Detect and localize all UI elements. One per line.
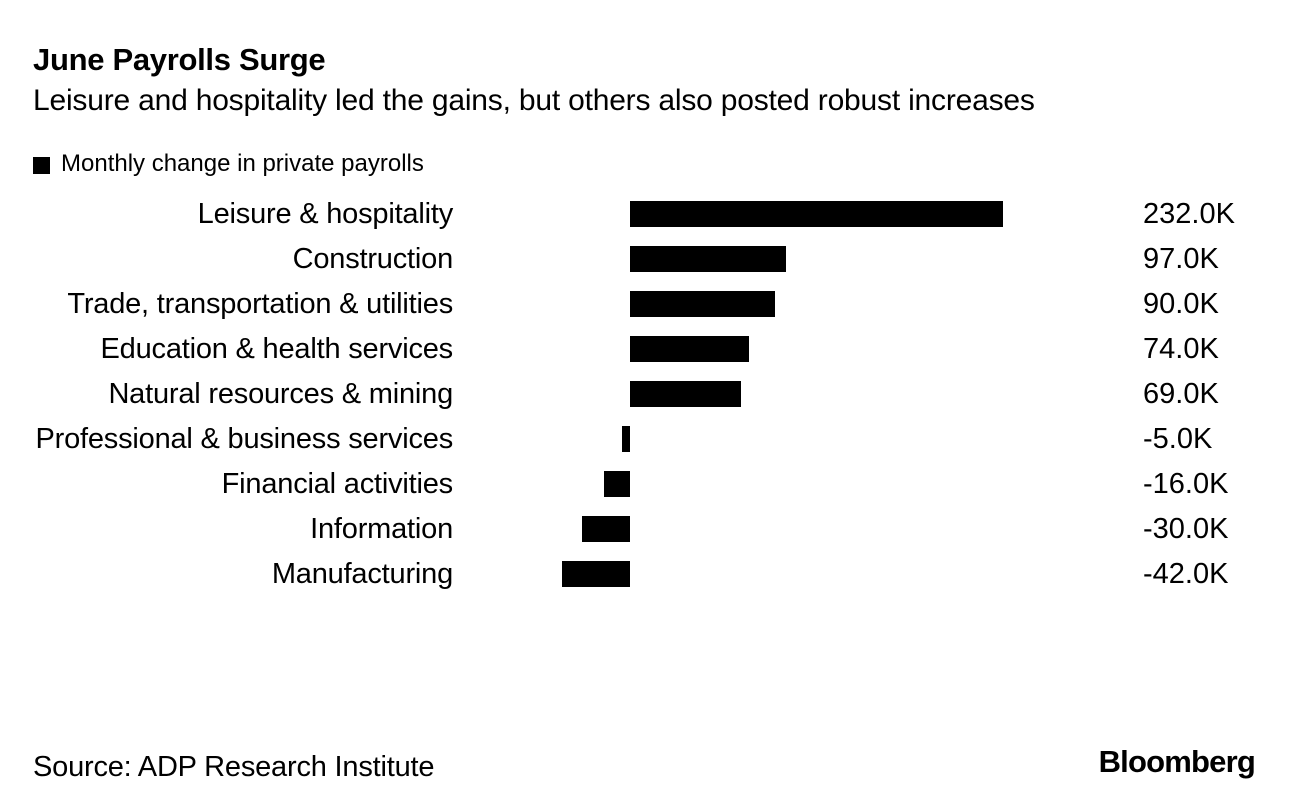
chart-subtitle: Leisure and hospitality led the gains, b… — [33, 84, 1035, 117]
value-label: 74.0K — [1143, 333, 1219, 365]
bar — [630, 291, 775, 317]
category-label: Professional & business services — [35, 423, 453, 455]
bar-row: Financial activities -16.0K — [33, 462, 1259, 507]
bar — [630, 336, 749, 362]
bar-row: Construction 97.0K — [33, 237, 1259, 282]
bar-row: Natural resources & mining 69.0K — [33, 372, 1259, 417]
value-label: 90.0K — [1143, 288, 1219, 320]
bar — [621, 426, 630, 452]
chart-title: June Payrolls Surge — [33, 42, 326, 77]
bar — [604, 471, 630, 497]
bar-row: Trade, transportation & utilities 90.0K — [33, 282, 1259, 327]
value-label: -5.0K — [1143, 423, 1213, 455]
category-label: Manufacturing — [271, 558, 453, 590]
bar — [630, 201, 1003, 227]
value-label: -30.0K — [1143, 513, 1229, 545]
bloomberg-logo: Bloomberg — [1098, 744, 1256, 779]
bar-row: Leisure & hospitality 232.0K — [33, 192, 1259, 237]
value-label: -42.0K — [1143, 558, 1229, 590]
bar-row: Education & health services 74.0K — [33, 327, 1259, 372]
value-label: 69.0K — [1143, 378, 1219, 410]
bar — [581, 516, 630, 542]
bar — [630, 381, 741, 407]
bar-row: Information -30.0K — [33, 507, 1259, 552]
category-label: Natural resources & mining — [108, 378, 453, 410]
bar-chart: Leisure & hospitality 232.0K Construction 9… — [33, 192, 1259, 597]
bar-row: Professional & business services -5.0K — [33, 417, 1259, 462]
category-label: Financial activities — [221, 468, 454, 500]
value-label: -16.0K — [1143, 468, 1229, 500]
legend-label: Monthly change in private payrolls — [61, 150, 424, 177]
category-label: Leisure & hospitality — [197, 198, 454, 230]
legend: Monthly change in private payrolls — [33, 150, 424, 178]
legend-swatch-icon — [33, 156, 50, 174]
bar-row: Manufacturing -42.0K — [33, 552, 1259, 597]
bar — [562, 561, 630, 587]
category-label: Education & health services — [100, 333, 454, 365]
bar — [630, 246, 786, 272]
value-label: 97.0K — [1143, 243, 1219, 275]
category-label: Trade, transportation & utilities — [67, 288, 453, 320]
value-label: 232.0K — [1143, 198, 1235, 230]
category-label: Information — [310, 513, 453, 545]
source-note: Source: ADP Research Institute — [33, 751, 435, 783]
category-label: Construction — [292, 243, 454, 275]
